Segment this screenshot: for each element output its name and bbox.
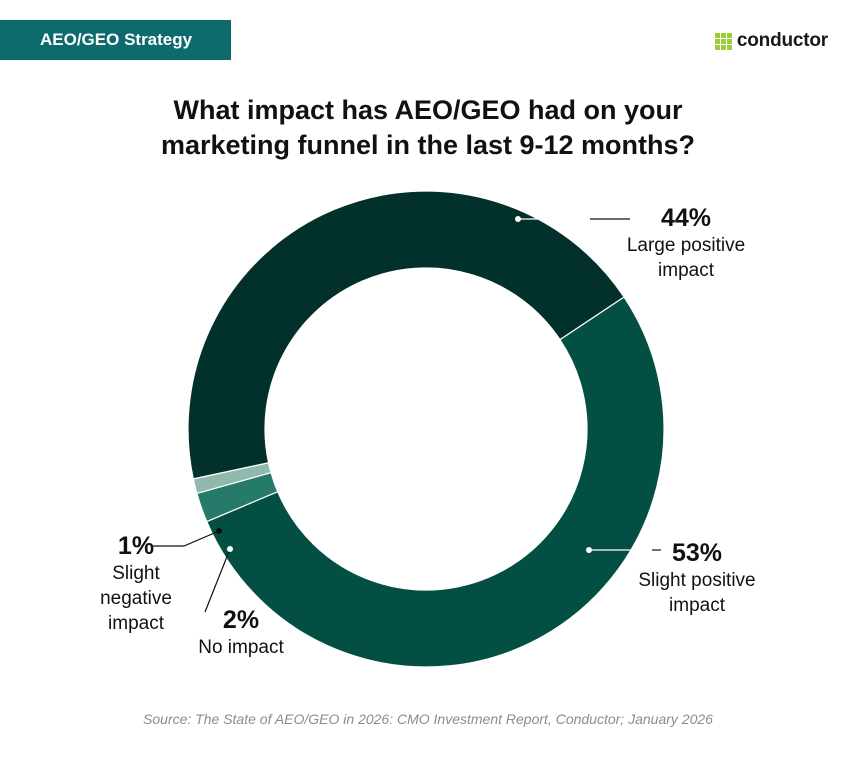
section-tag-label: AEO/GEO Strategy: [40, 30, 193, 49]
label-no-impact: 2% No impact: [186, 605, 296, 660]
slice-large-positive: [187, 190, 625, 480]
leader-slight-positive-dot: [586, 547, 592, 553]
value-label: 2%: [222, 606, 260, 634]
category-label: Slight positive impact: [638, 570, 756, 616]
chart-title: What impact has AEO/GEO had on your mark…: [160, 95, 696, 160]
value-label: 44%: [660, 204, 712, 232]
leader-large-positive-dot: [515, 216, 521, 222]
brand-name: conductor: [736, 30, 828, 51]
value-label: 53%: [671, 539, 723, 567]
label-slight-negative: 1% Slight negative impact: [81, 531, 191, 636]
leader-slight-negative-dot: [216, 528, 222, 534]
label-large-positive: 44% Large positive impact: [596, 203, 776, 283]
category-label: Slight negative impact: [100, 563, 172, 634]
value-label: 1%: [117, 532, 155, 560]
section-tag: AEO/GEO Strategy: [0, 20, 231, 60]
leader-no-impact: [204, 548, 231, 613]
category-label: Large positive impact: [626, 235, 746, 281]
label-slight-positive: 53% Slight positive impact: [607, 538, 787, 618]
category-label: No impact: [198, 637, 284, 658]
leader-slight-negative: [153, 530, 220, 547]
brand-logo: conductor: [714, 30, 828, 52]
source-note: Source: The State of AEO/GEO in 2026: CM…: [143, 711, 713, 727]
dot-grid-logo-icon: [714, 32, 732, 50]
leader-no-impact-dot: [227, 546, 233, 552]
slice-slight-positive: [205, 296, 665, 668]
